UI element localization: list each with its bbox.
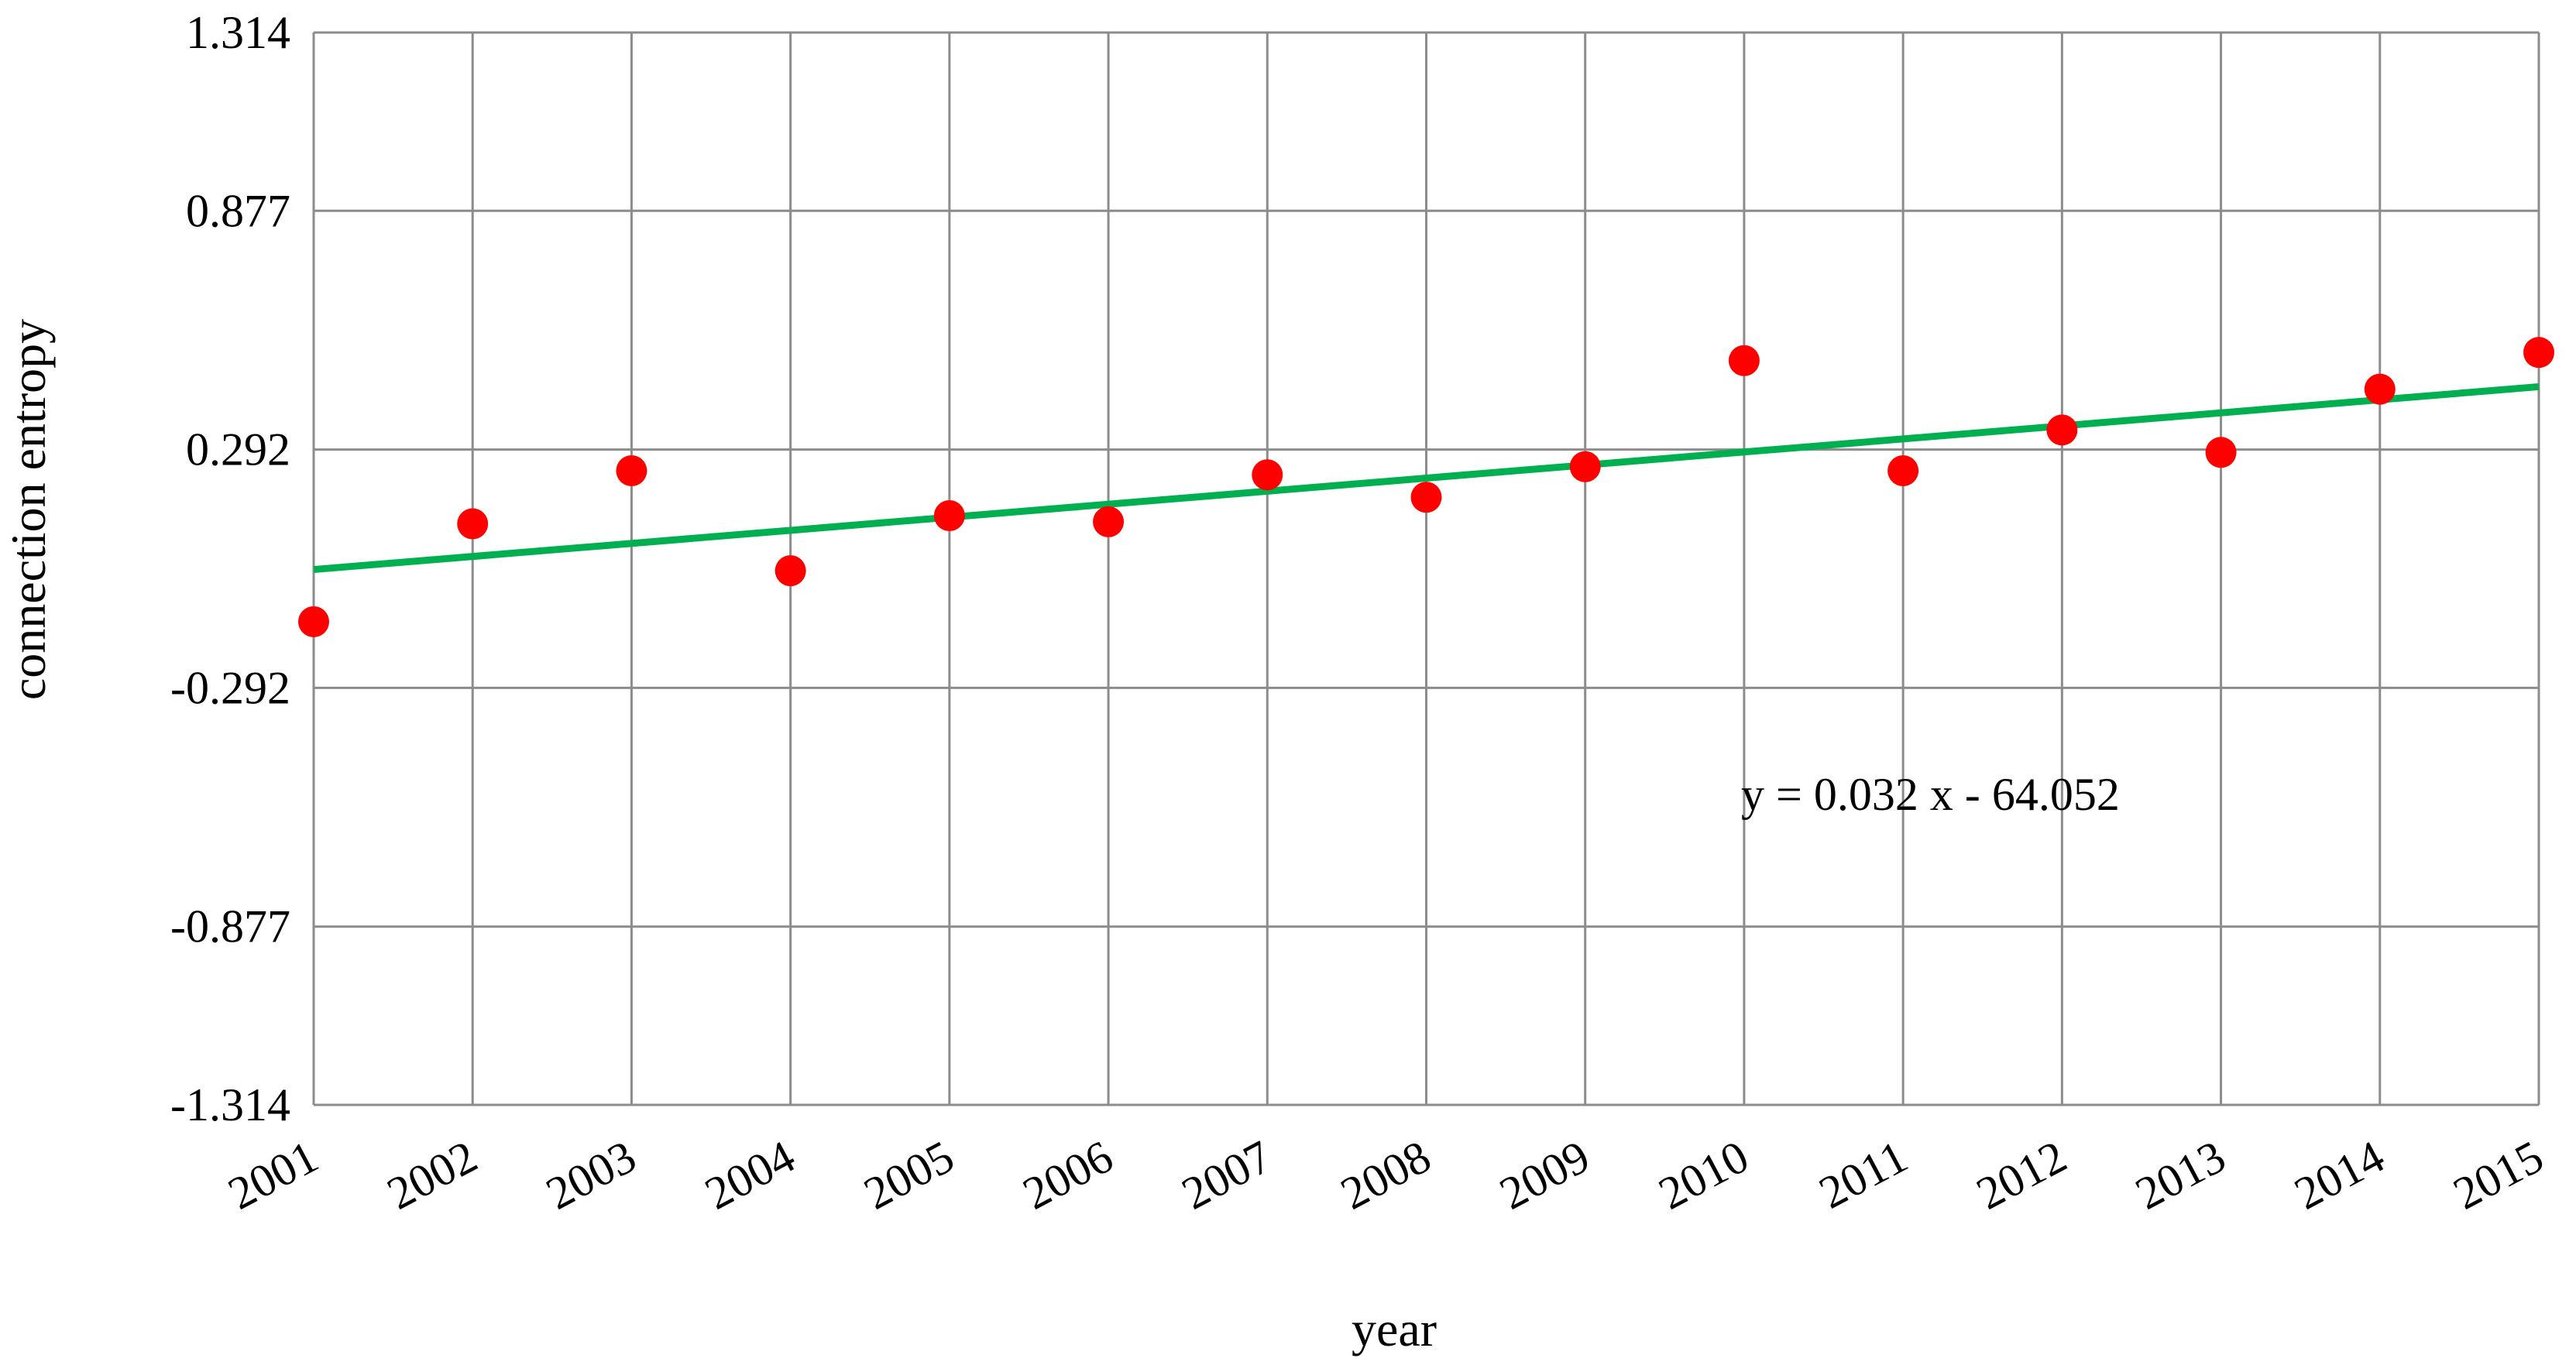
x-tick-label: 2011 [1811, 1130, 1915, 1219]
data-point [2046, 414, 2078, 446]
data-point [933, 499, 965, 531]
y-axis-title: connection entropy [1, 319, 56, 700]
trendline-group [313, 382, 2540, 574]
data-point [1093, 506, 1125, 537]
data-point [1569, 451, 1601, 482]
x-tick-label: 2014 [2286, 1130, 2392, 1219]
x-tick-label: 2008 [1333, 1130, 1439, 1219]
y-tick-label: 1.314 [186, 7, 290, 58]
x-axis-ticks: 2001 2002 2003 2004 2005 2006 2007 2008 2009 2010… [220, 1130, 2551, 1219]
data-point [1252, 459, 1283, 491]
x-tick-label: 2010 [1650, 1130, 1757, 1219]
data-point [1410, 482, 1442, 513]
x-tick-label: 2015 [2445, 1130, 2551, 1219]
x-tick-label: 2004 [697, 1130, 803, 1219]
y-tick-label: -1.314 [170, 1079, 290, 1130]
data-point [2205, 437, 2237, 468]
data-point [616, 455, 647, 487]
data-point [775, 555, 806, 587]
y-tick-label: 0.292 [186, 424, 290, 475]
y-tick-label: -0.292 [170, 662, 290, 713]
x-axis-title: year [1352, 1302, 1437, 1357]
grid [312, 31, 2540, 1106]
data-point [1887, 455, 1919, 487]
x-tick-label: 2007 [1173, 1130, 1279, 1219]
x-tick-label: 2009 [1492, 1130, 1598, 1219]
x-tick-label: 2012 [1969, 1130, 2075, 1219]
x-tick-label: 2002 [379, 1130, 485, 1219]
data-point [2523, 337, 2554, 369]
x-tick-label: 2001 [220, 1130, 326, 1219]
x-tick-label: 2006 [1015, 1130, 1121, 1219]
data-point [1728, 345, 1760, 376]
y-axis-ticks: 1.314 0.877 0.292 -0.292 -0.877 -1.314 [170, 7, 290, 1130]
y-tick-label: -0.877 [170, 901, 290, 952]
x-tick-label: 2003 [538, 1130, 644, 1219]
data-point [2364, 373, 2396, 405]
data-points [298, 337, 2554, 638]
x-tick-label: 2013 [2128, 1130, 2234, 1219]
x-tick-label: 2005 [856, 1130, 962, 1219]
trendline [313, 382, 2540, 574]
data-point [457, 508, 489, 540]
y-tick-label: 0.877 [186, 185, 290, 236]
data-point [298, 606, 329, 638]
trendline-equation: y = 0.032 x - 64.052 [1741, 769, 2120, 820]
